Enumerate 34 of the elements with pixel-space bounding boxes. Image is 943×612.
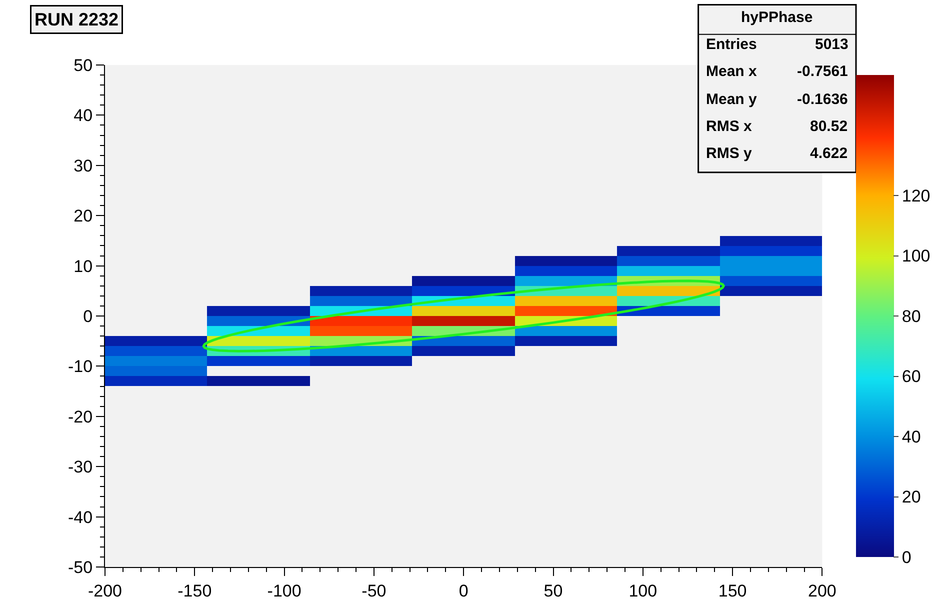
y-tick-label: 30 (74, 156, 93, 176)
x-tick-label: 200 (808, 581, 836, 600)
y-tick-label: -40 (68, 508, 93, 527)
color-bar-label: 120 (902, 186, 930, 206)
y-tick-label: -50 (68, 558, 93, 577)
y-tick-label: -20 (68, 407, 93, 426)
text: Mean x -0.7561 (706, 63, 848, 80)
y-tick-label: 40 (74, 106, 93, 126)
color-bar-label: 40 (902, 427, 921, 446)
y-tick-label: 50 (74, 56, 93, 75)
x-tick-label: 0 (458, 581, 468, 600)
text: RMS x 80.52 (706, 118, 848, 135)
x-tick-label: 150 (718, 581, 747, 600)
color-bar-label: 0 (902, 548, 912, 567)
y-tick-label: -10 (68, 357, 93, 376)
y-tick-label: 20 (74, 206, 93, 226)
chart-title: RUN 2232 (34, 10, 119, 30)
x-tick-label: 100 (628, 581, 658, 600)
color-bar-label: 20 (902, 488, 921, 507)
text: Mean y -0.1636 (706, 91, 848, 108)
x-tick-label: -50 (362, 581, 386, 600)
y-tick-label: 0 (83, 306, 93, 326)
color-bar-label: 80 (902, 306, 921, 326)
x-tick-label: -150 (178, 581, 212, 600)
x-tick-label: -200 (88, 581, 122, 600)
text: Entries 5013 (706, 36, 848, 53)
text: RMS y 4.622 (706, 145, 848, 162)
y-tick-label: 10 (74, 256, 93, 276)
text: hyPPhase (741, 9, 813, 26)
color-bar-label: 60 (902, 367, 921, 386)
x-tick-label: -100 (267, 581, 302, 600)
color-bar-label: 100 (902, 246, 930, 266)
y-tick-label: -30 (68, 458, 93, 477)
x-tick-label: 50 (544, 581, 563, 600)
